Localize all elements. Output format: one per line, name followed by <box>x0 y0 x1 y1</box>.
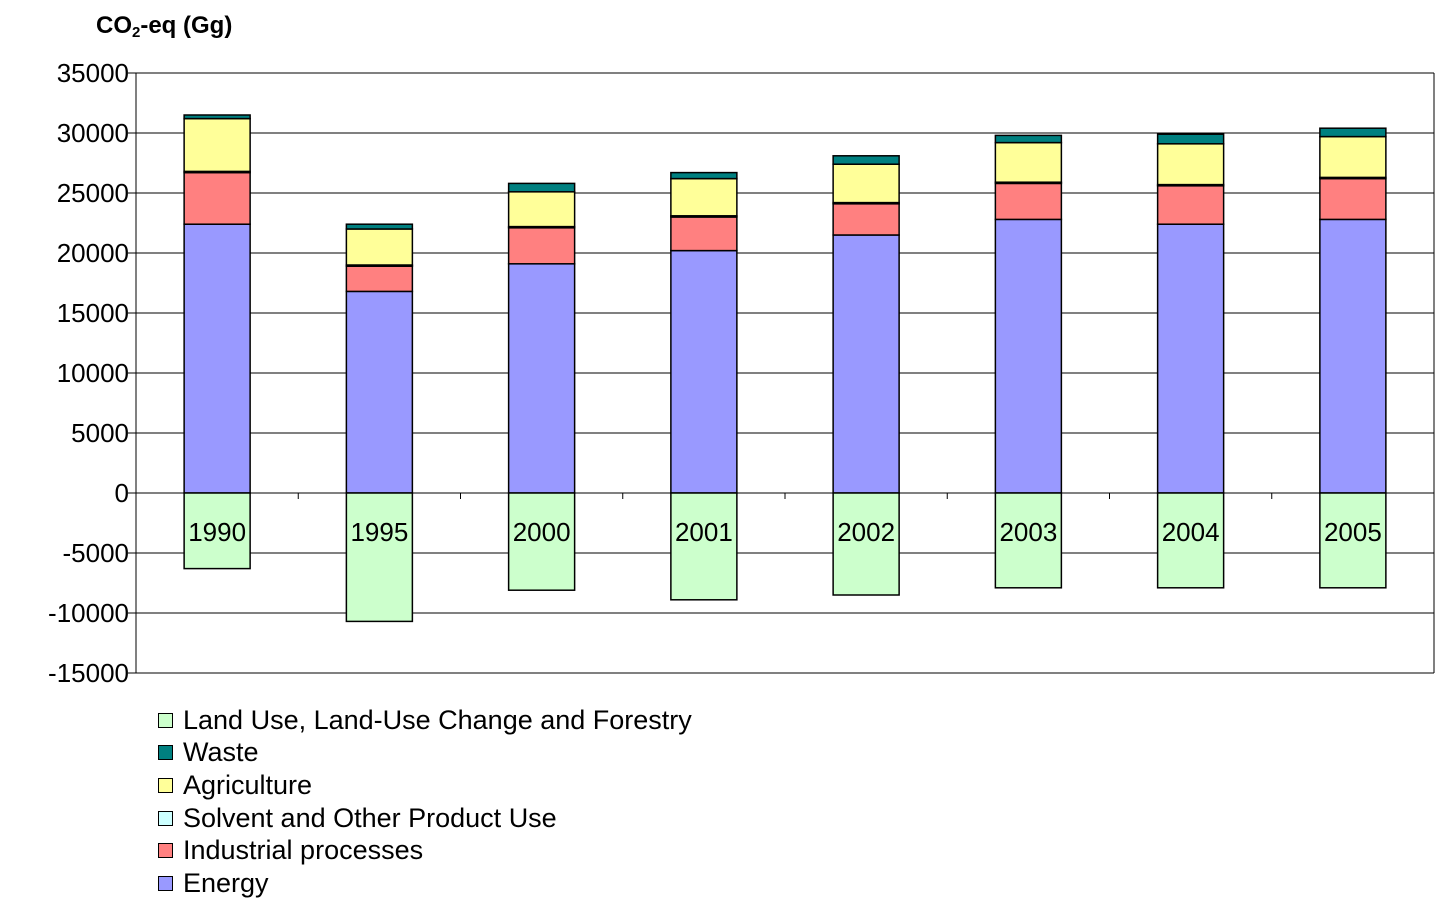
legend-swatch <box>158 810 173 826</box>
legend-item: Industrial processes <box>158 834 692 867</box>
y-axis-title-main: CO <box>96 12 132 39</box>
y-axis-title-rest: -eq (Gg) <box>140 12 233 39</box>
bar-segment <box>1319 127 1387 138</box>
bar-segment <box>994 182 1063 221</box>
bar-segment <box>832 492 900 596</box>
y-tick-label: 15000 <box>57 298 129 328</box>
bar-segment <box>507 263 576 494</box>
bar-segment <box>345 223 414 230</box>
x-tick-label: 2003 <box>999 517 1057 547</box>
legend-label: Waste <box>183 737 259 768</box>
y-axis-title-subscript: 2 <box>132 24 141 41</box>
y-tick-label: 10000 <box>57 358 129 388</box>
legend-swatch <box>158 875 173 891</box>
bar-segment <box>832 155 900 165</box>
bar-segment <box>345 265 414 293</box>
y-tick-label: 35000 <box>57 58 129 88</box>
bar-segment <box>994 141 1063 183</box>
bar-segment <box>507 492 576 591</box>
bar-segment <box>832 203 900 236</box>
bar-segment <box>994 134 1063 144</box>
legend: Land Use, Land-Use Change and Forestry Wa… <box>158 704 692 900</box>
legend-item: Energy <box>158 867 692 900</box>
bar-segment <box>345 492 414 623</box>
bar-segment <box>1156 143 1225 186</box>
x-tick-label: 1990 <box>188 517 246 547</box>
bar-segment <box>507 191 576 228</box>
bar-segment <box>1319 177 1387 221</box>
legend-swatch <box>158 712 173 728</box>
bar-segment <box>670 249 738 494</box>
legend-label: Land Use, Land-Use Change and Forestry <box>183 704 692 735</box>
legend-swatch <box>158 843 173 859</box>
bar-segment <box>832 234 900 494</box>
y-tick-label: -15000 <box>48 658 129 688</box>
bar-segment <box>1156 223 1225 494</box>
legend-label: Solvent and Other Product Use <box>183 802 557 833</box>
y-tick-label: -10000 <box>48 598 129 628</box>
legend-swatch <box>158 777 173 793</box>
legend-item: Waste <box>158 737 692 770</box>
bar-segment <box>1319 135 1387 179</box>
legend-swatch <box>158 745 173 761</box>
plot-area: 35000 30000 25000 20000 15000 10000 5000 0 -5000… <box>48 58 1435 688</box>
x-tick-label: 2004 <box>1162 517 1220 547</box>
bar-segment <box>994 492 1063 589</box>
legend-label: Agriculture <box>183 769 313 800</box>
y-tick-label: 30000 <box>57 118 129 148</box>
bar-segment <box>1156 492 1225 589</box>
bar-segment <box>670 171 738 180</box>
x-tick-label: 2005 <box>1324 517 1382 547</box>
bar-segment <box>345 290 414 494</box>
bar-segment <box>832 163 900 204</box>
bar-segment <box>183 223 251 494</box>
x-tick-label: 2000 <box>513 517 571 547</box>
bar-segment <box>183 114 251 120</box>
bar-segment <box>507 227 576 265</box>
bar-segment <box>183 171 251 225</box>
bar-segment <box>1319 218 1387 494</box>
bar-segment <box>670 177 738 217</box>
legend-label: Energy <box>183 867 269 898</box>
y-tick-label: 0 <box>115 478 129 508</box>
x-tick-label: 1995 <box>350 517 408 547</box>
bar-segment <box>670 492 738 601</box>
bar-segment <box>183 492 251 570</box>
y-tick-label: -5000 <box>63 538 130 568</box>
bar-segment <box>345 228 414 266</box>
bar-segment <box>994 218 1063 494</box>
legend-item: Agriculture <box>158 769 692 802</box>
bar-segment <box>1156 185 1225 225</box>
legend-label: Industrial processes <box>183 835 424 866</box>
bar-segment <box>1156 133 1225 145</box>
y-tick-label: 5000 <box>71 418 129 448</box>
x-tick-label: 2001 <box>675 517 733 547</box>
bar-segment <box>670 216 738 252</box>
bar-segment <box>183 117 251 173</box>
x-tick-label: 2002 <box>837 517 895 547</box>
bar-segment <box>507 182 576 193</box>
y-axis-title: CO2-eq (Gg) <box>96 12 232 41</box>
y-tick-label: 25000 <box>57 178 129 208</box>
y-tick-label: 20000 <box>57 238 129 268</box>
legend-item: Land Use, Land-Use Change and Forestry <box>158 704 692 737</box>
legend-item: Solvent and Other Product Use <box>158 802 692 835</box>
